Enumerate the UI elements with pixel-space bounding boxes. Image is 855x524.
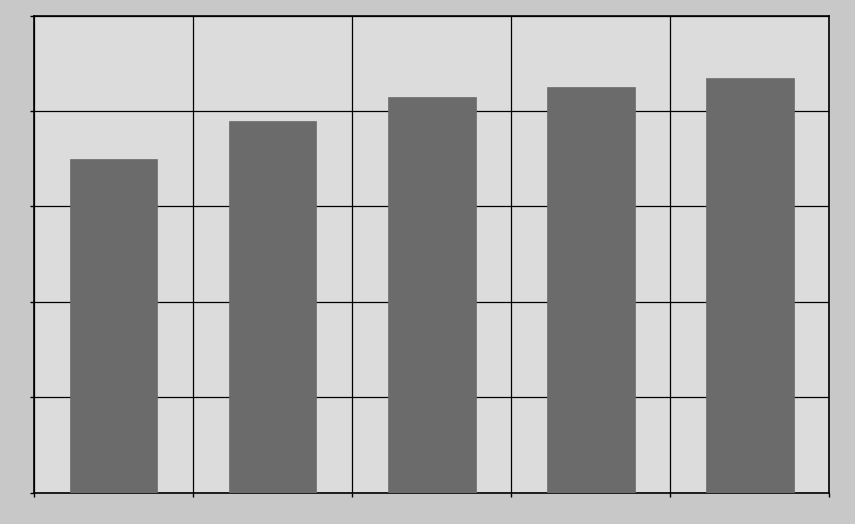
Bar [706, 78, 793, 493]
Bar [70, 159, 157, 493]
Bar [388, 97, 475, 493]
Bar [229, 121, 316, 493]
Bar [547, 88, 634, 493]
